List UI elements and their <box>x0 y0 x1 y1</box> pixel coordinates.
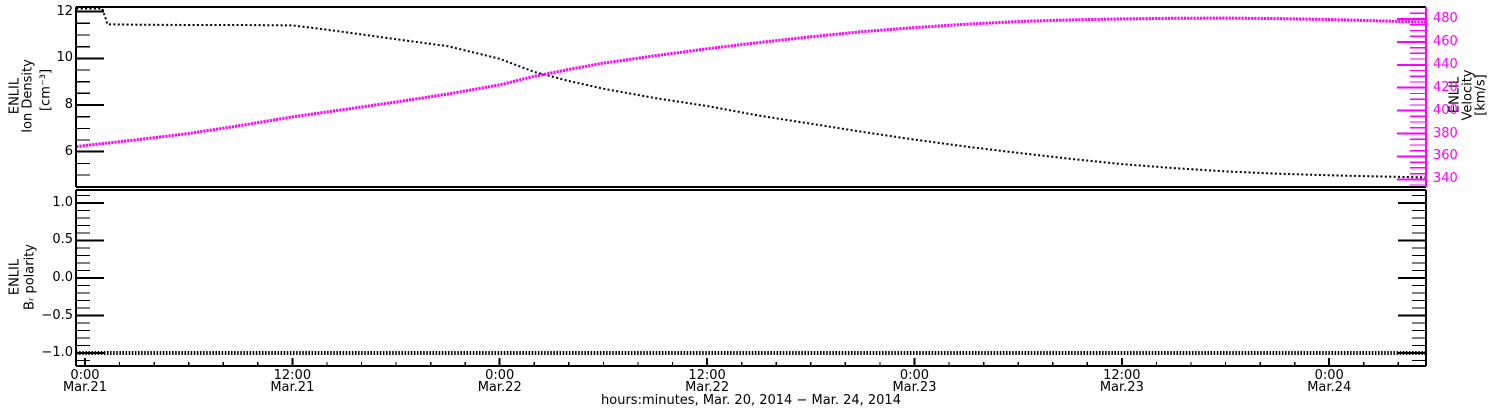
x-axis-title: hours:minutes, Mar. 20, 2014 − Mar. 24, … <box>601 393 901 408</box>
polarity-tick-label: −1.0 <box>41 345 73 361</box>
x-tick-time-label: 12:00 <box>688 368 726 383</box>
x-tick-date-label: Mar.21 <box>270 380 315 395</box>
velocity-axis-label-line3: [km/s] <box>1473 74 1489 116</box>
x-tick-date-label: Mar.21 <box>62 380 107 395</box>
density-axis-label-line2: Ion Density <box>20 59 36 133</box>
velocity-tick-label: 380 <box>1433 125 1458 141</box>
x-tick-time-label: 12:00 <box>273 368 312 383</box>
x-tick-time-label: 0:00 <box>70 368 100 383</box>
x-tick-date-label: Mar.24 <box>1307 380 1352 395</box>
x-tick-date-label: Mar.22 <box>685 380 730 395</box>
x-tick-date-label: Mar.23 <box>892 380 937 395</box>
velocity-tick-label: 360 <box>1433 148 1458 164</box>
velocity-tick-label: 340 <box>1433 171 1458 187</box>
velocity-tick-label: 480 <box>1433 11 1458 27</box>
x-tick-date-label: Mar.23 <box>1099 380 1144 395</box>
density-tick-label: 12 <box>56 3 73 19</box>
x-tick-date-label: Mar.22 <box>477 380 522 395</box>
x-tick-time-label: 0:00 <box>1314 368 1344 383</box>
polarity-tick-label: 0.0 <box>52 270 73 285</box>
density-tick-label: 8 <box>64 97 73 113</box>
velocity-tick-label: 440 <box>1433 56 1458 72</box>
polarity-tick-label: 0.5 <box>52 232 73 248</box>
velocity-curve <box>76 16 1427 149</box>
density-tick-label: 10 <box>56 50 73 66</box>
x-tick-time-label: 0:00 <box>899 368 930 383</box>
velocity-tick-label: 460 <box>1433 33 1458 49</box>
polarity-tick-label: −0.5 <box>41 307 73 323</box>
x-tick-time-label: 12:00 <box>1103 368 1141 383</box>
velocity-tick-label: 400 <box>1433 102 1458 118</box>
velocity-tick-label: 420 <box>1433 79 1458 95</box>
density-curve <box>76 7 1427 179</box>
polarity-axis-label-line1: ENLIL <box>7 258 23 296</box>
polarity-tick-label: 1.0 <box>52 194 73 210</box>
x-tick-time-label: 0:00 <box>485 368 515 383</box>
density-tick-label: 6 <box>64 143 73 159</box>
